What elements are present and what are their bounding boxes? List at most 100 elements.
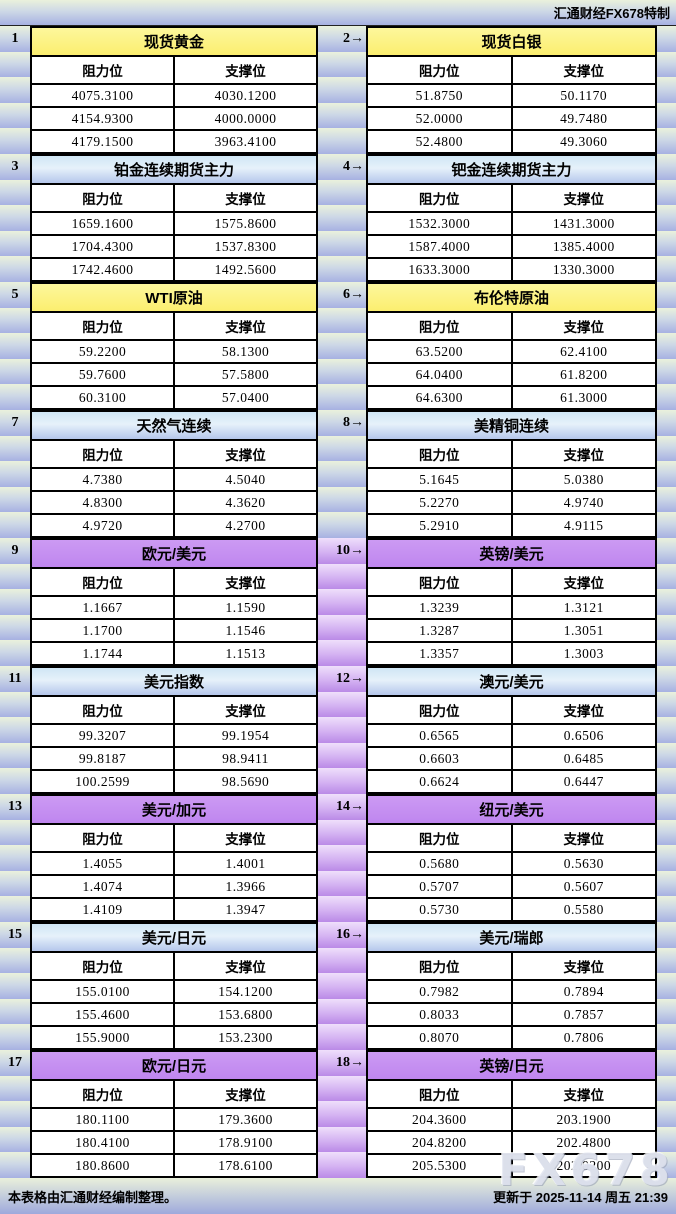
row-band xyxy=(318,998,366,1025)
value-row: 1587.4000 1385.4000 xyxy=(366,234,657,260)
resistance-header: 阻力位 xyxy=(366,823,513,854)
support-header: 支撑位 xyxy=(510,55,657,86)
value-row: 0.8033 0.7857 xyxy=(366,1002,657,1028)
footer-bar: 本表格由汇通财经编制整理。 更新于 2025-11-14 周五 21:39 xyxy=(0,1178,676,1214)
resistance-header: 阻力位 xyxy=(366,567,513,598)
section-row: 1 现货黄金 阻力位 支撑位 4075.3100 4030.1200 4154.9300 40… xyxy=(0,25,676,154)
row-band xyxy=(0,742,30,769)
row-band xyxy=(318,742,366,769)
resistance-value: 1704.4300 xyxy=(30,234,175,260)
value-row: 99.8187 98.9411 xyxy=(30,746,318,772)
resistance-value: 1.3239 xyxy=(366,595,513,621)
support-value: 1431.3000 xyxy=(510,211,657,237)
panel-title: 纽元/美元 xyxy=(366,793,657,826)
resistance-header: 阻力位 xyxy=(366,55,513,86)
support-value: 98.9411 xyxy=(173,746,318,772)
row-band xyxy=(318,819,366,846)
column-header-row: 阻力位 支撑位 xyxy=(366,439,657,470)
value-row: 1532.3000 1431.3000 xyxy=(366,211,657,237)
row-band xyxy=(318,717,366,743)
resistance-header: 阻力位 xyxy=(366,951,513,982)
edge-col xyxy=(657,154,676,282)
instrument-panel: 布伦特原油 阻力位 支撑位 63.5200 62.4100 64.0400 61.8200 6… xyxy=(366,281,657,410)
panel-header-row: 美元/日元 xyxy=(30,921,318,954)
value-row: 155.4600 153.6800 xyxy=(30,1002,318,1028)
support-value: 4030.1200 xyxy=(173,83,318,109)
support-header: 支撑位 xyxy=(173,311,318,342)
support-header: 支撑位 xyxy=(510,951,657,982)
row-band xyxy=(0,358,30,385)
row-band xyxy=(0,870,30,897)
resistance-value: 155.4600 xyxy=(30,1002,175,1028)
resistance-header: 阻力位 xyxy=(30,1079,175,1110)
row-band xyxy=(657,51,676,78)
value-row: 0.8070 0.7806 xyxy=(366,1025,657,1050)
column-header-row: 阻力位 支撑位 xyxy=(30,183,318,214)
panel-title: 英镑/日元 xyxy=(366,1049,657,1082)
row-band xyxy=(657,589,676,615)
column-header-row: 阻力位 支撑位 xyxy=(30,567,318,598)
row-band xyxy=(0,589,30,615)
instrument-panel: 澳元/美元 阻力位 支撑位 0.6565 0.6506 0.6603 0.6485 0.662… xyxy=(366,665,657,794)
value-row: 5.2270 4.9740 xyxy=(366,490,657,516)
row-band xyxy=(318,230,366,257)
resistance-value: 180.1100 xyxy=(30,1107,175,1133)
row-band xyxy=(318,947,366,974)
resistance-value: 0.6565 xyxy=(366,723,513,749)
row-band xyxy=(657,947,676,974)
row-band xyxy=(318,1075,366,1102)
resistance-header: 阻力位 xyxy=(366,311,513,342)
column-header-row: 阻力位 支撑位 xyxy=(366,311,657,342)
value-row: 0.7982 0.7894 xyxy=(366,979,657,1005)
resistance-value: 64.0400 xyxy=(366,362,513,388)
row-band xyxy=(318,973,366,999)
row-band xyxy=(0,102,30,129)
resistance-value: 204.8200 xyxy=(366,1130,513,1156)
support-value: 4.9115 xyxy=(510,513,657,538)
sep-col: 8→ xyxy=(318,410,366,538)
value-row: 4075.3100 4030.1200 xyxy=(30,83,318,109)
section-number: 5 xyxy=(0,282,30,308)
value-row: 1742.4600 1492.5600 xyxy=(30,257,318,282)
column-header-row: 阻力位 支撑位 xyxy=(30,311,318,342)
row-band xyxy=(657,154,676,180)
support-header: 支撑位 xyxy=(510,439,657,470)
row-band xyxy=(0,461,30,487)
section-row: 13 美元/加元 阻力位 支撑位 1.4055 1.4001 1.4074 1.3966 1.4… xyxy=(0,793,676,922)
row-band xyxy=(657,794,676,820)
resistance-value: 1.4055 xyxy=(30,851,175,877)
row-band xyxy=(657,26,676,52)
value-row: 1659.1600 1575.8600 xyxy=(30,211,318,237)
resistance-value: 5.2270 xyxy=(366,490,513,516)
resistance-value: 4.8300 xyxy=(30,490,175,516)
sep-col: 4→ xyxy=(318,154,366,282)
instrument-panel: 钯金连续期货主力 阻力位 支撑位 1532.3000 1431.3000 1587.400… xyxy=(366,153,657,282)
edge-col xyxy=(657,410,676,538)
value-row: 59.7600 57.5800 xyxy=(30,362,318,388)
support-header: 支撑位 xyxy=(173,951,318,982)
instrument-panel: 欧元/日元 阻力位 支撑位 180.1100 179.3600 180.4100 178.9… xyxy=(30,1049,318,1178)
value-row: 0.6565 0.6506 xyxy=(366,723,657,749)
support-value: 5.0380 xyxy=(510,467,657,493)
support-value: 1.3121 xyxy=(510,595,657,621)
section-row: 3 铂金连续期货主力 阻力位 支撑位 1659.1600 1575.8600 1704.43… xyxy=(0,153,676,282)
row-band xyxy=(0,1152,30,1178)
resistance-value: 4075.3100 xyxy=(30,83,175,109)
row-band xyxy=(318,1101,366,1127)
resistance-value: 1659.1600 xyxy=(30,211,175,237)
resistance-value: 59.7600 xyxy=(30,362,175,388)
row-band xyxy=(657,205,676,231)
row-band xyxy=(657,819,676,846)
resistance-header: 阻力位 xyxy=(30,55,175,86)
row-band xyxy=(657,307,676,334)
value-row: 52.4800 49.3060 xyxy=(366,129,657,154)
support-header: 支撑位 xyxy=(173,55,318,86)
sep-col: 18→ xyxy=(318,1050,366,1178)
resistance-value: 60.3100 xyxy=(30,385,175,410)
instrument-panel: 美元/日元 阻力位 支撑位 155.0100 154.1200 155.4600 153.6… xyxy=(30,921,318,1050)
support-value: 1.3966 xyxy=(173,874,318,900)
row-band xyxy=(0,77,30,103)
support-value: 153.2300 xyxy=(173,1025,318,1050)
value-row: 4154.9300 4000.0000 xyxy=(30,106,318,132)
row-band xyxy=(0,486,30,513)
